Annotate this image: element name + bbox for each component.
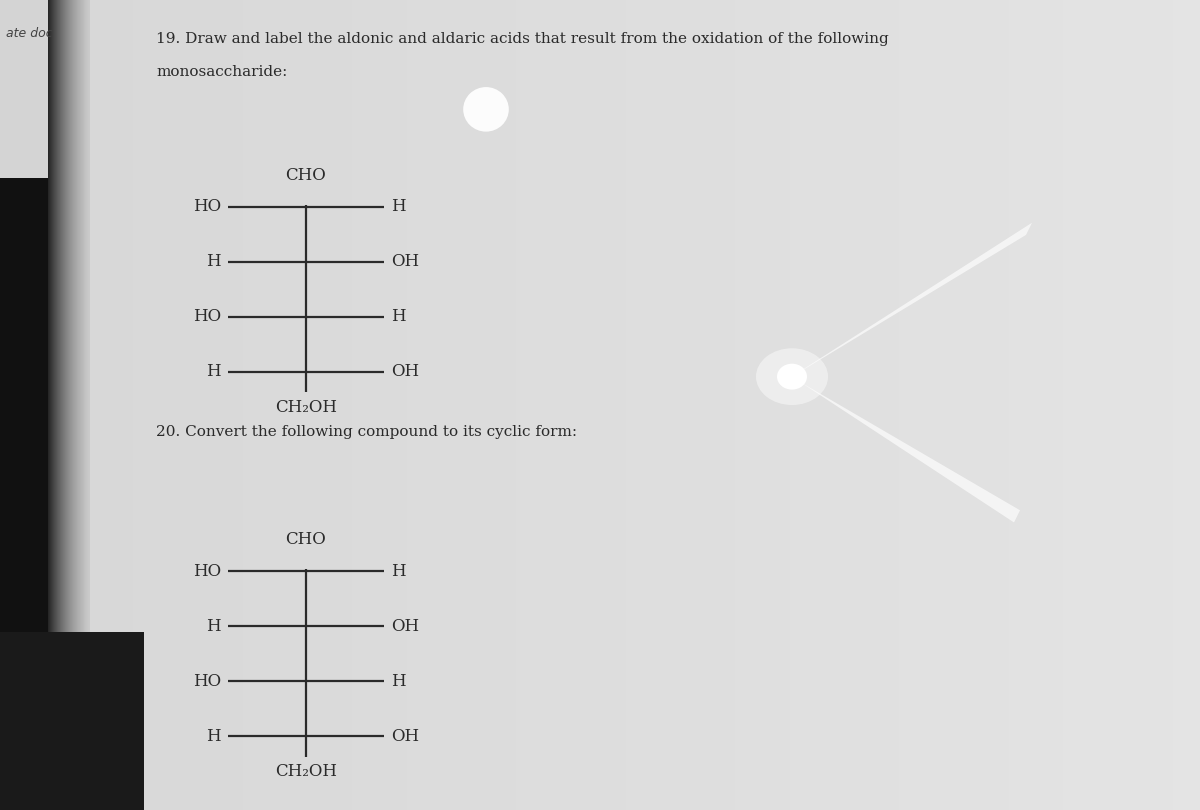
Polygon shape [792, 223, 1032, 377]
Bar [0, 178, 48, 810]
Text: ate doc: ate doc [6, 27, 53, 40]
Text: H: H [391, 673, 406, 689]
Bar [0, 632, 144, 810]
Text: H: H [391, 563, 406, 579]
Text: CHO: CHO [286, 531, 326, 548]
Text: HO: HO [193, 198, 221, 215]
Text: monosaccharide:: monosaccharide: [156, 65, 287, 79]
Text: OH: OH [391, 618, 419, 634]
Text: 20. Convert the following compound to its cyclic form:: 20. Convert the following compound to it… [156, 425, 577, 439]
Text: HO: HO [193, 563, 221, 579]
Text: HO: HO [193, 309, 221, 325]
Ellipse shape [463, 87, 509, 131]
Text: H: H [206, 618, 221, 634]
Ellipse shape [778, 364, 808, 390]
Polygon shape [792, 377, 1020, 522]
Text: H: H [206, 728, 221, 744]
Text: CHO: CHO [286, 167, 326, 184]
Text: H: H [206, 364, 221, 380]
Text: OH: OH [391, 254, 419, 270]
Ellipse shape [756, 348, 828, 405]
Text: CH₂OH: CH₂OH [275, 399, 337, 416]
Text: OH: OH [391, 364, 419, 380]
Text: 19. Draw and label the aldonic and aldaric acids that result from the oxidation : 19. Draw and label the aldonic and aldar… [156, 32, 889, 46]
Text: CH₂OH: CH₂OH [275, 763, 337, 780]
Text: H: H [391, 309, 406, 325]
Text: OH: OH [391, 728, 419, 744]
Text: H: H [206, 254, 221, 270]
Text: HO: HO [193, 673, 221, 689]
Text: H: H [391, 198, 406, 215]
